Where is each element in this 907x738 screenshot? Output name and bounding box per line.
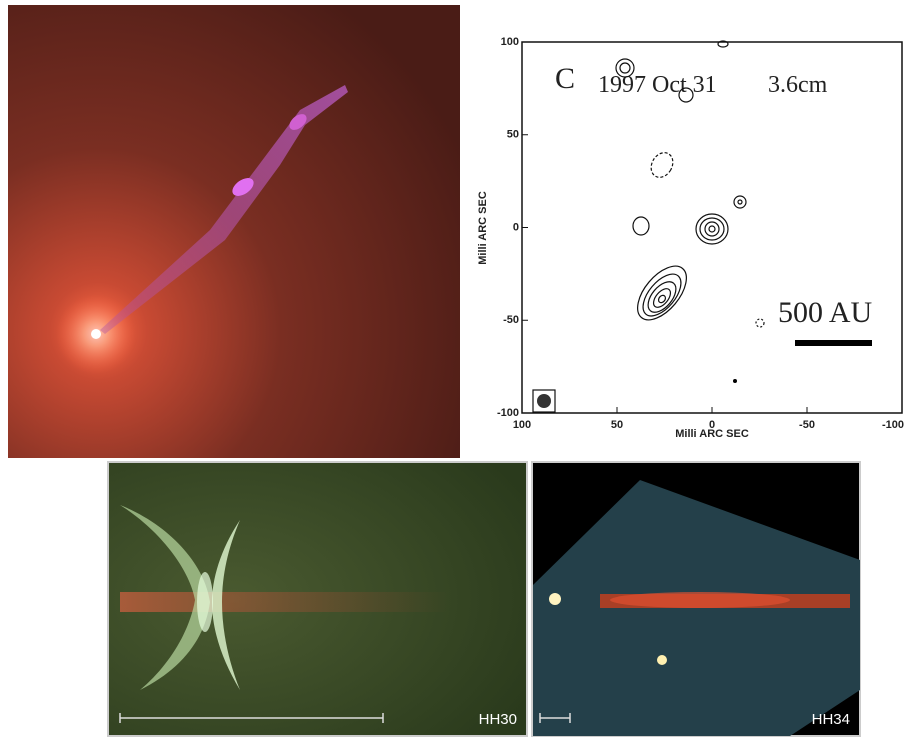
x-tick-label: 100 — [513, 419, 531, 431]
wavelength-label: 3.6cm — [768, 72, 828, 98]
figure: C 1997 Oct 31 3.6cm 500 AU Milli ARC SEC… — [0, 0, 907, 738]
y-axis-label: Milli ARC SEC — [477, 191, 489, 265]
hh30-label: HH30 — [479, 711, 517, 728]
x-tick-label: -50 — [799, 419, 815, 431]
m87-image — [8, 5, 460, 458]
y-tick-label: 50 — [507, 129, 519, 141]
y-tick-label: -50 — [503, 314, 519, 326]
x-tick-label: -100 — [882, 419, 904, 431]
hh34-image: HH34 — [532, 462, 860, 736]
panel-label: C — [555, 62, 575, 95]
x-tick-label: 0 — [709, 419, 715, 431]
hh34-label: HH34 — [812, 711, 850, 728]
y-tick-label: 0 — [513, 221, 519, 233]
x-tick-label: 50 — [611, 419, 623, 431]
scale-label: 500 AU — [778, 296, 873, 329]
radio-map: C 1997 Oct 31 3.6cm 500 AU Milli ARC SEC… — [477, 36, 904, 440]
epoch-label: 1997 Oct 31 — [598, 72, 717, 98]
y-tick-label: -100 — [497, 407, 519, 419]
y-tick-label: 100 — [501, 36, 519, 48]
hh30-image: HH30 — [108, 462, 527, 736]
